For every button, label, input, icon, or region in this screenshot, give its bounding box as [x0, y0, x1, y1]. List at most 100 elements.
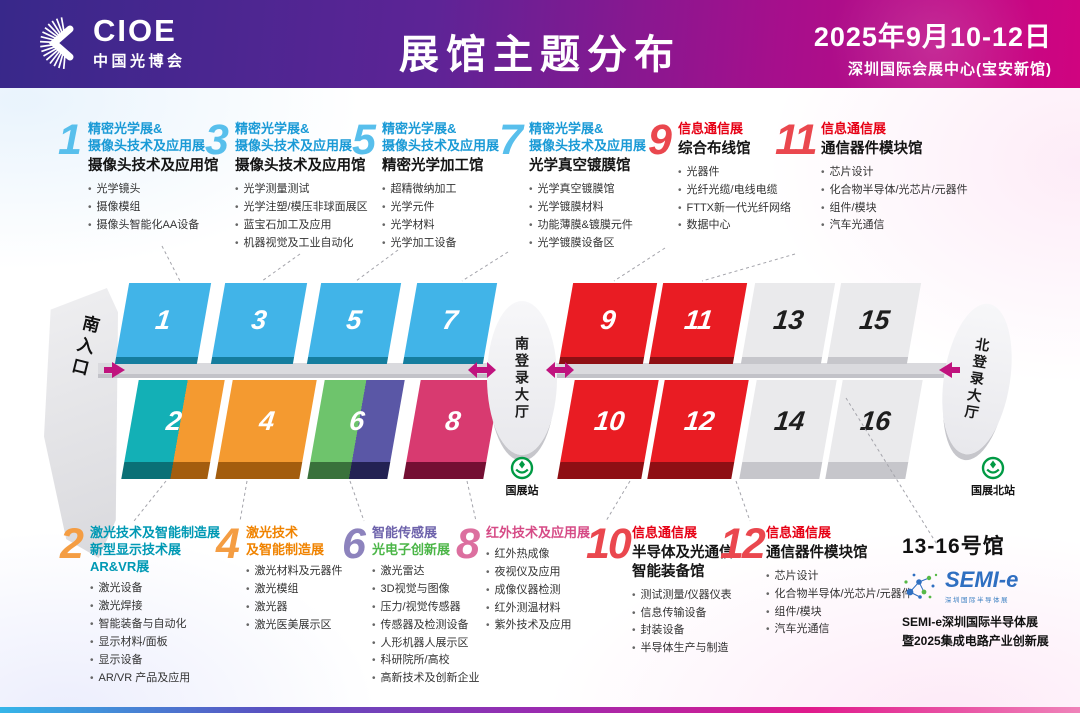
- bullet-item: 激光模组: [246, 581, 356, 599]
- semi-e-logo-icon: [904, 573, 938, 599]
- bullet-item: 显示设备: [90, 652, 225, 670]
- bullet-item: 芯片设计: [766, 568, 910, 586]
- leader-line: [735, 480, 751, 522]
- hall-panel-number: 5: [352, 116, 376, 164]
- hall-panel-title: 摄像头技术及应用展: [529, 138, 647, 154]
- hall-block-16: 16: [825, 380, 923, 479]
- bullet-item: 红外测温材料: [486, 600, 606, 618]
- hall-panel-subtitle: 智能装备馆: [632, 564, 705, 580]
- hall-panel-number: 10: [586, 520, 632, 568]
- metro-icon: [981, 456, 1005, 480]
- hall-block-14: 14: [739, 380, 837, 479]
- hall-top-face: 8: [406, 380, 501, 462]
- hall-panel-bullets: 光学真空镀膜馆光学镀膜材料功能薄膜&镀膜元件光学镀膜设备区: [529, 181, 649, 252]
- hall-panel-bullets: 激光材料及元器件激光模组激光器激光医美展示区: [246, 563, 356, 634]
- leader-line: [239, 480, 248, 522]
- bullet-item: 数据中心: [678, 217, 798, 235]
- hall-panel-number: 7: [499, 116, 523, 164]
- logo-text: CIOE: [93, 13, 177, 48]
- bullet-item: 组件/模块: [821, 200, 965, 218]
- hall-front-face: [121, 462, 211, 479]
- hall-block-13: 13: [740, 283, 836, 364]
- bottom-gradient-stripe: [0, 707, 1080, 713]
- leader-line: [261, 253, 301, 282]
- hall-panel-bullets: 芯片设计化合物半导体/光芯片/元器件组件/模块汽车光通信: [766, 568, 913, 639]
- event-venue: 深圳国际会展中心(宝安新馆): [848, 61, 1052, 78]
- hall-panel-title: 及智能制造展: [246, 542, 325, 558]
- hall-top-face: 11: [650, 283, 748, 357]
- bullet-item: 红外热成像: [486, 546, 606, 564]
- hall-top-face: 15: [828, 283, 922, 357]
- bullet-item: 光学材料: [382, 217, 502, 235]
- hall-top-face: 12: [650, 380, 749, 462]
- hall-panel-title: 摄像头技术及应用展: [382, 138, 500, 154]
- hall-top-face: 13: [742, 283, 836, 357]
- south-entrance-block: 南入口: [44, 288, 118, 558]
- hall-block-2: 2: [121, 380, 225, 479]
- hall-block-15: 15: [826, 283, 922, 364]
- bullet-item: 成像仪器检测: [486, 582, 606, 600]
- bullet-item: 光纤光缆/电线电缆: [678, 182, 798, 200]
- bullet-item: 激光医美展示区: [246, 617, 356, 635]
- hall-panel-2: 2 激光技术及智能制造展新型显示技术展AR&VR展激光设备激光焊接智能装备与自动化…: [60, 523, 225, 687]
- hall-panel-title: 信息通信展: [678, 121, 744, 136]
- bullet-item: 人形机器人展示区: [372, 635, 492, 653]
- hall-panel-title: 激光技术及智能制造展: [90, 525, 221, 540]
- hall-panel-bullets: 光学镜头摄像模组摄像头智能化AA设备: [88, 181, 208, 234]
- hall-panel-number: 8: [456, 520, 480, 568]
- hall-panel-number: 6: [342, 520, 366, 568]
- bullet-item: 光学元件: [382, 199, 502, 217]
- bullet-item: 功能薄膜&镀膜元件: [529, 217, 649, 235]
- bullet-item: 半导体生产与制造: [632, 640, 751, 658]
- bullet-item: FTTX新一代光纤网络: [678, 200, 798, 218]
- hall-block-number: 15: [857, 304, 892, 335]
- hall-top-face: 14: [742, 380, 837, 462]
- hall-panel-subtitle: 半导体及光通信: [632, 545, 734, 562]
- leader-line: [461, 251, 509, 282]
- bullet-item: 紫外技术及应用: [486, 617, 606, 635]
- logo-subtext: 中国光博会: [93, 53, 186, 70]
- hall-top-face: 4: [218, 380, 317, 462]
- bullet-item: 化合物半导体/光芯片/元器件: [766, 586, 913, 604]
- hall-panel-bullets: 超精微纳加工光学元件光学材料光学加工设备: [382, 181, 502, 252]
- hall-front-face: [306, 357, 389, 364]
- hall-block-number: 13: [771, 304, 806, 335]
- hall-panel-bullets: 测试测量/仪器仪表信息传输设备封装设备半导体生产与制造: [632, 587, 751, 658]
- hall-block-number: 5: [345, 304, 365, 335]
- hall-top-face: 16: [828, 380, 923, 462]
- hall-panel-9: 9 信息通信展综合布线馆光器件光纤光缆/电线电缆FTTX新一代光纤网络数据中心: [648, 116, 798, 235]
- hall-panel-number: 11: [775, 116, 818, 164]
- bullet-item: 信息传输设备: [632, 605, 751, 623]
- hall-front-face: [402, 357, 485, 364]
- hall-front-face: [825, 462, 909, 479]
- metro-station-south: 国展站: [491, 456, 553, 498]
- hall-block-number: 9: [599, 304, 619, 335]
- hall-block-12: 12: [647, 380, 749, 479]
- hall-panel-bullets: 激光雷达3D视觉与图像压力/视觉传感器传感器及检测设备人形机器人展示区科研院所/…: [372, 563, 492, 688]
- hall-panel-12: 12信息通信展通信器件模块馆芯片设计化合物半导体/光芯片/元器件组件/模块汽车光…: [720, 523, 913, 639]
- hall-panel-title: 精密光学展&: [235, 121, 310, 136]
- hall-block-number: 6: [348, 405, 367, 436]
- bullet-item: 光学镀膜设备区: [529, 235, 649, 253]
- leader-line: [349, 480, 365, 522]
- bullet-item: 高新技术及创新企业: [372, 670, 492, 688]
- hall-panel-subtitle: 光学真空镀膜馆: [529, 158, 631, 175]
- bullet-item: 科研院所/高校: [372, 652, 492, 670]
- hall-panel-title: 信息通信展: [766, 525, 832, 540]
- hall-panel-1: 1 精密光学展&摄像头技术及应用展摄像头技术及应用馆光学镜头摄像模组摄像头智能化A…: [58, 119, 219, 235]
- hall-panel-number: 9: [648, 116, 672, 164]
- leader-line: [605, 480, 631, 522]
- hall-top-face: 3: [212, 283, 308, 357]
- bullet-item: 光学真空镀膜馆: [529, 181, 649, 199]
- hall-top-face: 1: [116, 283, 212, 357]
- hall-block-11: 11: [648, 283, 748, 364]
- hall-block-number: 12: [682, 405, 717, 436]
- hall-front-face: [648, 357, 735, 364]
- hall-front-face: [558, 357, 645, 364]
- bullet-item: 汽车光通信: [766, 621, 910, 639]
- bullet-item: 封装设备: [632, 622, 751, 640]
- hall-block-number: 14: [772, 405, 807, 436]
- hall-block-number: 1: [154, 304, 174, 335]
- hall-panel-3: 3 精密光学展&摄像头技术及应用展摄像头技术及应用馆光学测量测试光学注塑/模压非球…: [205, 119, 368, 252]
- hall-front-face: [740, 357, 823, 364]
